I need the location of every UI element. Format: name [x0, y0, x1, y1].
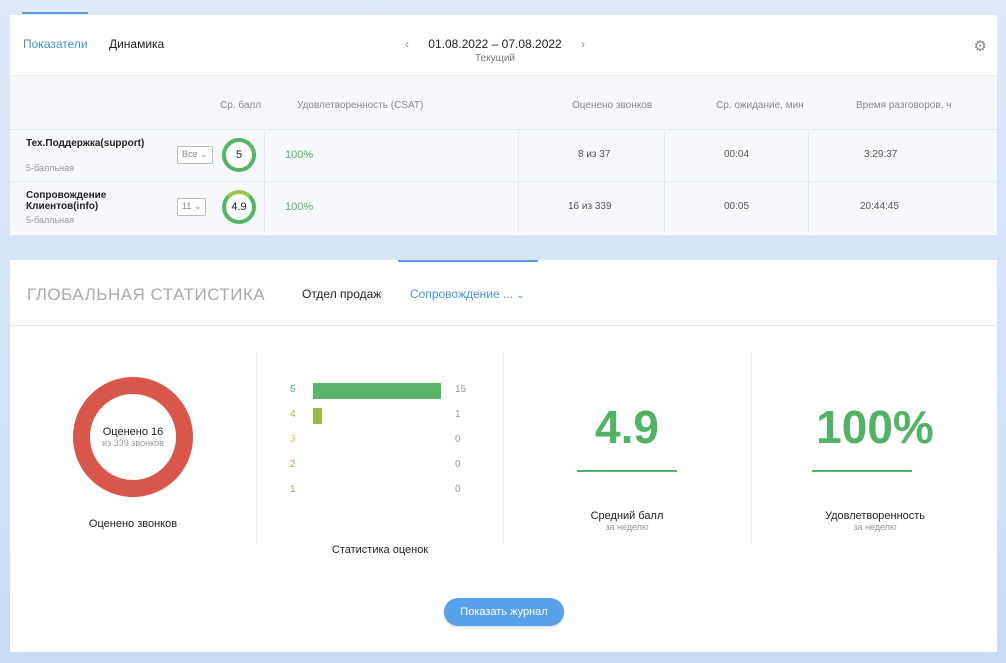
chevron-down-icon: ⌄	[200, 149, 208, 159]
col-rated: Оценено звонков	[572, 100, 653, 111]
rated-value: 8 из 37	[578, 149, 611, 160]
metrics-panel: Показатели Динамика ‹ 01.08.2022 – 07.08…	[10, 15, 997, 235]
rating-bar	[313, 383, 441, 399]
divider	[518, 130, 519, 181]
tab-indicator	[22, 12, 88, 14]
table-header: Ср. балл Удовлетворенность (CSAT) Оценен…	[10, 75, 997, 129]
table-row[interactable]: Сопровождение Клиентов(info) 5-балльная …	[10, 181, 997, 233]
tab-indicators[interactable]: Показатели	[23, 37, 88, 51]
rating-grade: 1	[290, 484, 296, 495]
chevron-down-icon: ⌄	[193, 201, 202, 211]
row-kind: 5-балльная	[26, 215, 74, 225]
divider	[808, 130, 809, 181]
rating-grade: 2	[290, 459, 296, 470]
donut-sub: из 339 звонков	[102, 438, 164, 448]
rating-grade: 3	[290, 434, 296, 445]
divider	[664, 130, 665, 181]
chevron-down-icon: ⌄	[516, 290, 525, 301]
avg-sub: за неделю	[605, 522, 649, 532]
score-ring: 4.9	[222, 190, 256, 224]
divider	[10, 325, 997, 326]
tab-indicator	[398, 260, 538, 262]
rating-count: 15	[455, 384, 467, 395]
csat-value: 100%	[285, 149, 314, 161]
rating-count: 0	[455, 434, 461, 445]
rating-bar	[313, 408, 322, 424]
show-log-button[interactable]: Показать журнал	[444, 598, 564, 626]
date-picker: ‹ 01.08.2022 – 07.08.2022 Текущий ›	[405, 37, 585, 64]
underline	[812, 470, 912, 472]
csat-label-group: Удовлетворенность за неделю	[775, 510, 975, 532]
chevron-left-icon[interactable]: ‹	[405, 37, 409, 51]
rated-donut: Оценено 16 из 339 звонков	[73, 377, 193, 497]
row-kind: 5-балльная	[26, 163, 74, 173]
date-range[interactable]: 01.08.2022 – 07.08.2022	[428, 37, 562, 51]
col-wait: Ср. ожидание, мин	[716, 100, 804, 111]
rating-count: 1	[455, 409, 461, 420]
tab-dynamics[interactable]: Динамика	[108, 37, 165, 51]
donut-label: Оценено звонков	[88, 518, 178, 530]
col-talk: Время разговоров, ч	[856, 100, 952, 111]
wait-value: 00:05	[724, 201, 750, 212]
tab-label: Сопровождение ...	[410, 287, 514, 301]
row-name: Сопровождение Клиентов(info)	[26, 190, 107, 212]
global-stats-panel: ГЛОБАЛЬНАЯ СТАТИСТИКА Отдел продаж Сопро…	[10, 260, 997, 652]
csat-label: Удовлетворенность	[824, 510, 926, 522]
ratings-label: Статистика оценок	[331, 544, 429, 556]
divider	[256, 353, 257, 543]
divider	[264, 182, 265, 233]
rated-value: 16 из 339	[568, 201, 612, 212]
date-period-label: Текущий	[475, 53, 515, 64]
divider	[751, 353, 752, 543]
rating-grade: 5	[290, 384, 296, 395]
select-value: Все	[182, 149, 198, 159]
csat-score: 100%	[816, 401, 934, 453]
avg-label: Средний балл	[590, 510, 664, 522]
tab-support-dropdown[interactable]: Сопровождение ... ⌄	[410, 287, 525, 301]
section-title: ГЛОБАЛЬНАЯ СТАТИСТИКА	[27, 285, 266, 304]
talk-value: 20:44:45	[860, 201, 899, 212]
col-csat: Удовлетворенность (CSAT)	[297, 100, 424, 111]
row-name: Тех.Поддержка(support)	[26, 138, 145, 149]
divider	[264, 130, 265, 181]
underline	[577, 470, 677, 472]
avg-score: 4.9	[595, 401, 659, 453]
avg-label-group: Средний балл за неделю	[527, 510, 727, 532]
row-select[interactable]: Все ⌄	[177, 146, 213, 164]
row-select[interactable]: 11 ⌄	[177, 198, 207, 216]
divider	[808, 182, 809, 233]
gear-icon[interactable]: ⚙	[973, 38, 987, 55]
talk-value: 3:29:37	[864, 149, 898, 160]
score-ring: 5	[222, 138, 256, 172]
tab-sales[interactable]: Отдел продаж	[302, 287, 382, 301]
csat-value: 100%	[285, 201, 314, 213]
divider	[664, 182, 665, 233]
chevron-right-icon[interactable]: ›	[581, 37, 585, 51]
col-avg: Ср. балл	[220, 100, 262, 111]
rating-grade: 4	[290, 409, 296, 420]
divider	[503, 353, 504, 543]
rating-count: 0	[455, 459, 461, 470]
wait-value: 00:04	[724, 149, 750, 160]
csat-sub: за неделю	[853, 522, 897, 532]
donut-main: Оценено 16	[102, 426, 164, 438]
select-value: 11	[182, 201, 192, 211]
rating-count: 0	[455, 484, 461, 495]
table-row[interactable]: Тех.Поддержка(support) 5-балльная Все ⌄ …	[10, 129, 997, 181]
divider	[518, 182, 519, 233]
